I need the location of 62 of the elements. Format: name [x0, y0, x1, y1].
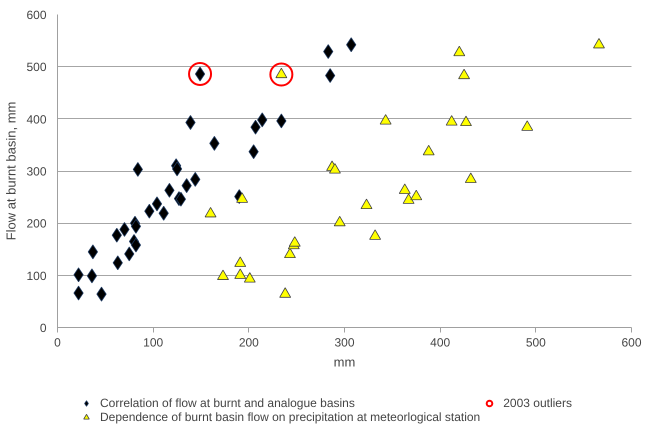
- point: [458, 68, 470, 80]
- point: [284, 248, 296, 258]
- point: [96, 286, 107, 302]
- y-tick-label: 100: [26, 268, 47, 283]
- point: [446, 115, 458, 126]
- point: [185, 115, 196, 130]
- point: [329, 163, 341, 174]
- y-tick-label: 400: [26, 112, 47, 126]
- point: [132, 162, 143, 177]
- y-tick-label: 200: [26, 216, 47, 231]
- point: [188, 62, 212, 86]
- point: [236, 192, 248, 203]
- point: [172, 162, 182, 176]
- point: [402, 193, 414, 204]
- x-tick-label: 0: [54, 336, 62, 350]
- point: [464, 172, 477, 183]
- point: [521, 120, 534, 131]
- point: [334, 216, 346, 226]
- point: [250, 120, 261, 135]
- point: [323, 44, 334, 59]
- point: [73, 267, 84, 282]
- legend-label: 2003 outliers: [503, 396, 572, 410]
- legend-label: Dependence of burnt basin flow on precipitation at meteorlogical station: [100, 410, 480, 424]
- point: [398, 184, 411, 194]
- point: [276, 114, 286, 128]
- point: [86, 268, 98, 284]
- point: [234, 268, 246, 279]
- x-tick-label: 400: [430, 336, 451, 350]
- point: [593, 38, 605, 48]
- y-tick-label: 500: [26, 60, 47, 74]
- x-axis-title: mm: [334, 354, 356, 370]
- y-tick-label: 300: [26, 164, 47, 178]
- point: [369, 229, 382, 240]
- point: [380, 114, 392, 124]
- point: [152, 196, 162, 212]
- y-axis-title: Flow at burnt basin, mm: [3, 102, 18, 240]
- point: [124, 246, 134, 262]
- x-tick-label: 200: [238, 336, 260, 350]
- point: [360, 198, 372, 210]
- x-tick-label: 100: [143, 336, 164, 350]
- point: [279, 287, 292, 298]
- legend-label: Correlation of flow at burnt and analogue basins: [100, 396, 355, 410]
- point: [325, 68, 336, 83]
- x-tick-label: 600: [621, 336, 642, 350]
- point: [130, 238, 142, 252]
- point: [410, 190, 422, 200]
- point: [119, 222, 130, 237]
- point: [204, 207, 216, 218]
- point: [453, 46, 466, 56]
- point: [460, 116, 472, 126]
- point: [217, 270, 229, 280]
- point: [234, 256, 246, 267]
- x-tick-label: 500: [526, 336, 546, 350]
- point: [269, 62, 294, 86]
- point: [422, 144, 435, 156]
- y-tick-label: 600: [26, 8, 47, 22]
- point: [244, 272, 256, 283]
- point: [130, 218, 142, 234]
- point: [288, 236, 301, 247]
- x-tick-label: 300: [334, 336, 355, 350]
- point: [73, 286, 84, 300]
- y-tick-label: 0: [40, 321, 47, 335]
